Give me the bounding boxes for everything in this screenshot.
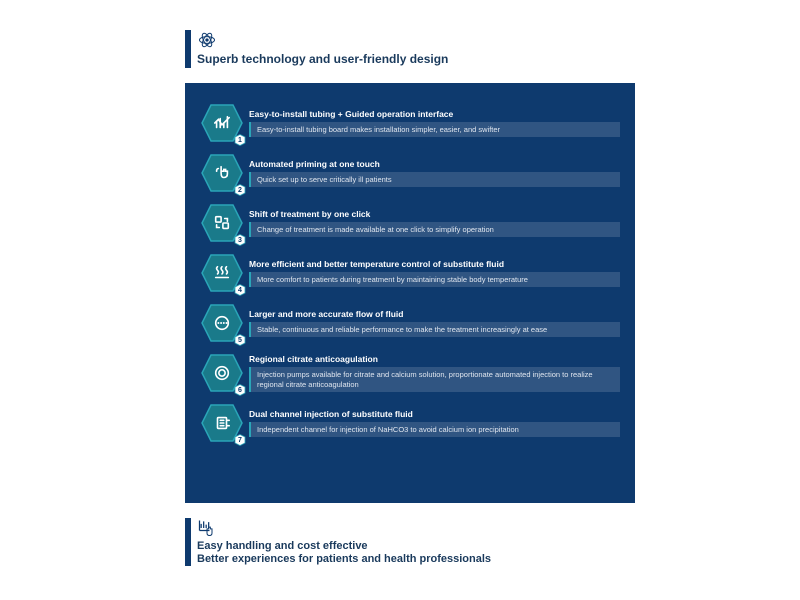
circle-icon	[213, 364, 231, 382]
feature-text: Easy-to-install tubing + Guided operatio…	[239, 109, 620, 138]
heat-icon	[213, 264, 231, 282]
touch-icon	[213, 164, 231, 182]
feature-hexagon: 1	[200, 103, 244, 143]
feature-desc-bar: Change of treatment is made available at…	[249, 222, 620, 238]
feature-number-badge: 3	[234, 234, 246, 246]
feature-desc: Easy-to-install tubing board makes insta…	[257, 125, 614, 135]
feature-title: More efficient and better temperature co…	[249, 259, 620, 269]
feature-desc-bar: Injection pumps available for citrate an…	[249, 367, 620, 393]
feature-desc: Quick set up to serve critically ill pat…	[257, 175, 614, 185]
feature-hexagon: 2	[200, 153, 244, 193]
feature-desc: Injection pumps available for citrate an…	[257, 370, 614, 390]
feature-number-badge: 5	[234, 334, 246, 346]
feature-title: Easy-to-install tubing + Guided operatio…	[249, 109, 620, 119]
feature-text: Automated priming at one touch Quick set …	[239, 159, 620, 188]
feature-number-badge: 4	[234, 284, 246, 296]
channel-icon	[213, 414, 231, 432]
feature-number-badge: 6	[234, 384, 246, 396]
feature-text: Shift of treatment by one click Change of…	[239, 209, 620, 238]
feature-desc-bar: More comfort to patients during treatmen…	[249, 272, 620, 288]
feature-row: 5 Larger and more accurate flow of fluid S…	[200, 303, 620, 343]
feature-desc-bar: Easy-to-install tubing board makes insta…	[249, 122, 620, 138]
flow-icon	[213, 314, 231, 332]
feature-title: Dual channel injection of substitute flu…	[249, 409, 620, 419]
feature-desc: Change of treatment is made available at…	[257, 225, 614, 235]
feature-hexagon: 5	[200, 303, 244, 343]
chart-icon	[213, 114, 231, 132]
main-panel: 1 Easy-to-install tubing + Guided operati…	[185, 83, 635, 503]
feature-text: Larger and more accurate flow of fluid St…	[239, 309, 620, 338]
header-accent-bar	[185, 30, 191, 68]
feature-text: Dual channel injection of substitute flu…	[239, 409, 620, 438]
feature-row: 4 More efficient and better temperature c…	[200, 253, 620, 293]
feature-desc-bar: Quick set up to serve critically ill pat…	[249, 172, 620, 188]
feature-title: Shift of treatment by one click	[249, 209, 620, 219]
footer-line2: Better experiences for patients and heal…	[197, 553, 491, 566]
feature-title: Regional citrate anticoagulation	[249, 354, 620, 364]
feature-row: 3 Shift of treatment by one click Change o…	[200, 203, 620, 243]
feature-desc: Stable, continuous and reliable performa…	[257, 325, 614, 335]
feature-hexagon: 7	[200, 403, 244, 443]
footer-accent-bar	[185, 518, 191, 566]
feature-text: Regional citrate anticoagulation Injectio…	[239, 354, 620, 393]
feature-desc: More comfort to patients during treatmen…	[257, 275, 614, 285]
feature-number-badge: 2	[234, 184, 246, 196]
feature-hexagon: 6	[200, 353, 244, 393]
footer: Easy handling and cost effective Better …	[185, 518, 640, 566]
feature-text: More efficient and better temperature co…	[239, 259, 620, 288]
feature-desc: Independent channel for injection of NaH…	[257, 425, 614, 435]
header: Superb technology and user-friendly desi…	[185, 30, 640, 68]
feature-title: Larger and more accurate flow of fluid	[249, 309, 620, 319]
chart-touch-icon	[197, 518, 217, 538]
feature-hexagon: 3	[200, 203, 244, 243]
feature-desc-bar: Independent channel for injection of NaH…	[249, 422, 620, 438]
feature-row: 6 Regional citrate anticoagulation Injecti…	[200, 353, 620, 393]
feature-row: 7 Dual channel injection of substitute fl…	[200, 403, 620, 443]
squares-icon	[213, 214, 231, 232]
header-title: Superb technology and user-friendly desi…	[197, 52, 448, 66]
feature-number-badge: 7	[234, 434, 246, 446]
atom-icon	[197, 30, 217, 50]
feature-number-badge: 1	[234, 134, 246, 146]
feature-desc-bar: Stable, continuous and reliable performa…	[249, 322, 620, 338]
feature-row: 2 Automated priming at one touch Quick set…	[200, 153, 620, 193]
footer-line1: Easy handling and cost effective	[197, 540, 491, 553]
feature-title: Automated priming at one touch	[249, 159, 620, 169]
feature-row: 1 Easy-to-install tubing + Guided operati…	[200, 103, 620, 143]
feature-hexagon: 4	[200, 253, 244, 293]
